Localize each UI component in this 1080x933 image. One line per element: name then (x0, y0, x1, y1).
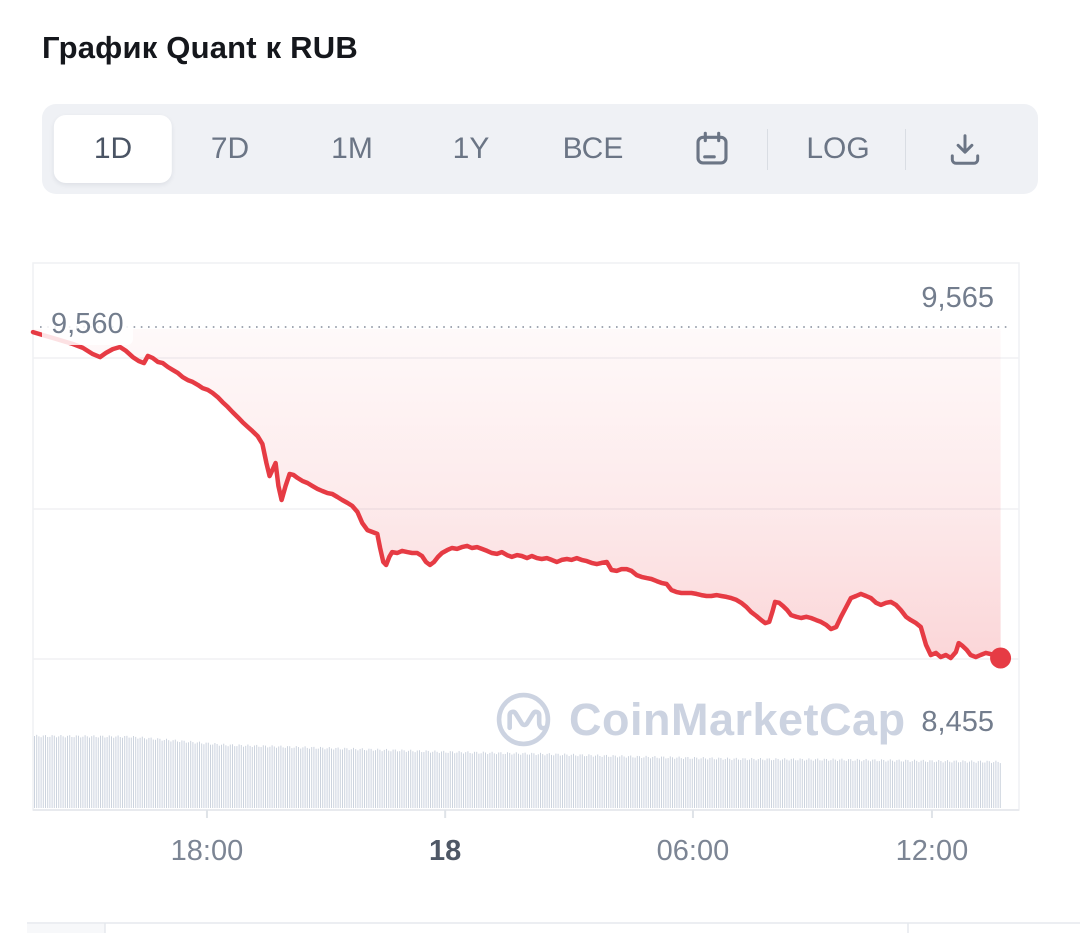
range-button-7d[interactable]: 7D (181, 115, 279, 183)
range-button-все[interactable]: ВСЕ (533, 115, 654, 183)
range-button-1m[interactable]: 1M (301, 115, 403, 183)
x-axis-tick-label: 06:00 (656, 835, 730, 867)
page-title: График Quant к RUB (42, 30, 358, 65)
range-button-1d[interactable]: 1D (53, 115, 173, 183)
high-price-label: 9,565 (921, 282, 994, 314)
x-axis-tick-label: 18:00 (170, 835, 244, 867)
toolbar-divider (767, 129, 768, 170)
toolbar-divider (905, 129, 906, 170)
open-price-label: 9,560 (42, 306, 133, 345)
chart-toolbar: 1D 7D 1M 1Y ВСЕ LOG (42, 104, 1038, 194)
last-price-label: 8,455 (921, 706, 994, 738)
calendar-button[interactable] (687, 104, 737, 194)
range-button-1y[interactable]: 1Y (423, 115, 520, 183)
price-line-series (30, 329, 1012, 669)
next-section-edge (27, 922, 1080, 933)
download-button[interactable] (941, 104, 989, 194)
download-icon (950, 134, 980, 165)
calendar-icon (696, 131, 728, 165)
x-axis-tick-label: 18 (429, 835, 462, 867)
volume-bars (34, 734, 1001, 808)
x-axis-tick-label: 12:00 (895, 835, 969, 867)
log-scale-button[interactable]: LOG (806, 104, 869, 194)
